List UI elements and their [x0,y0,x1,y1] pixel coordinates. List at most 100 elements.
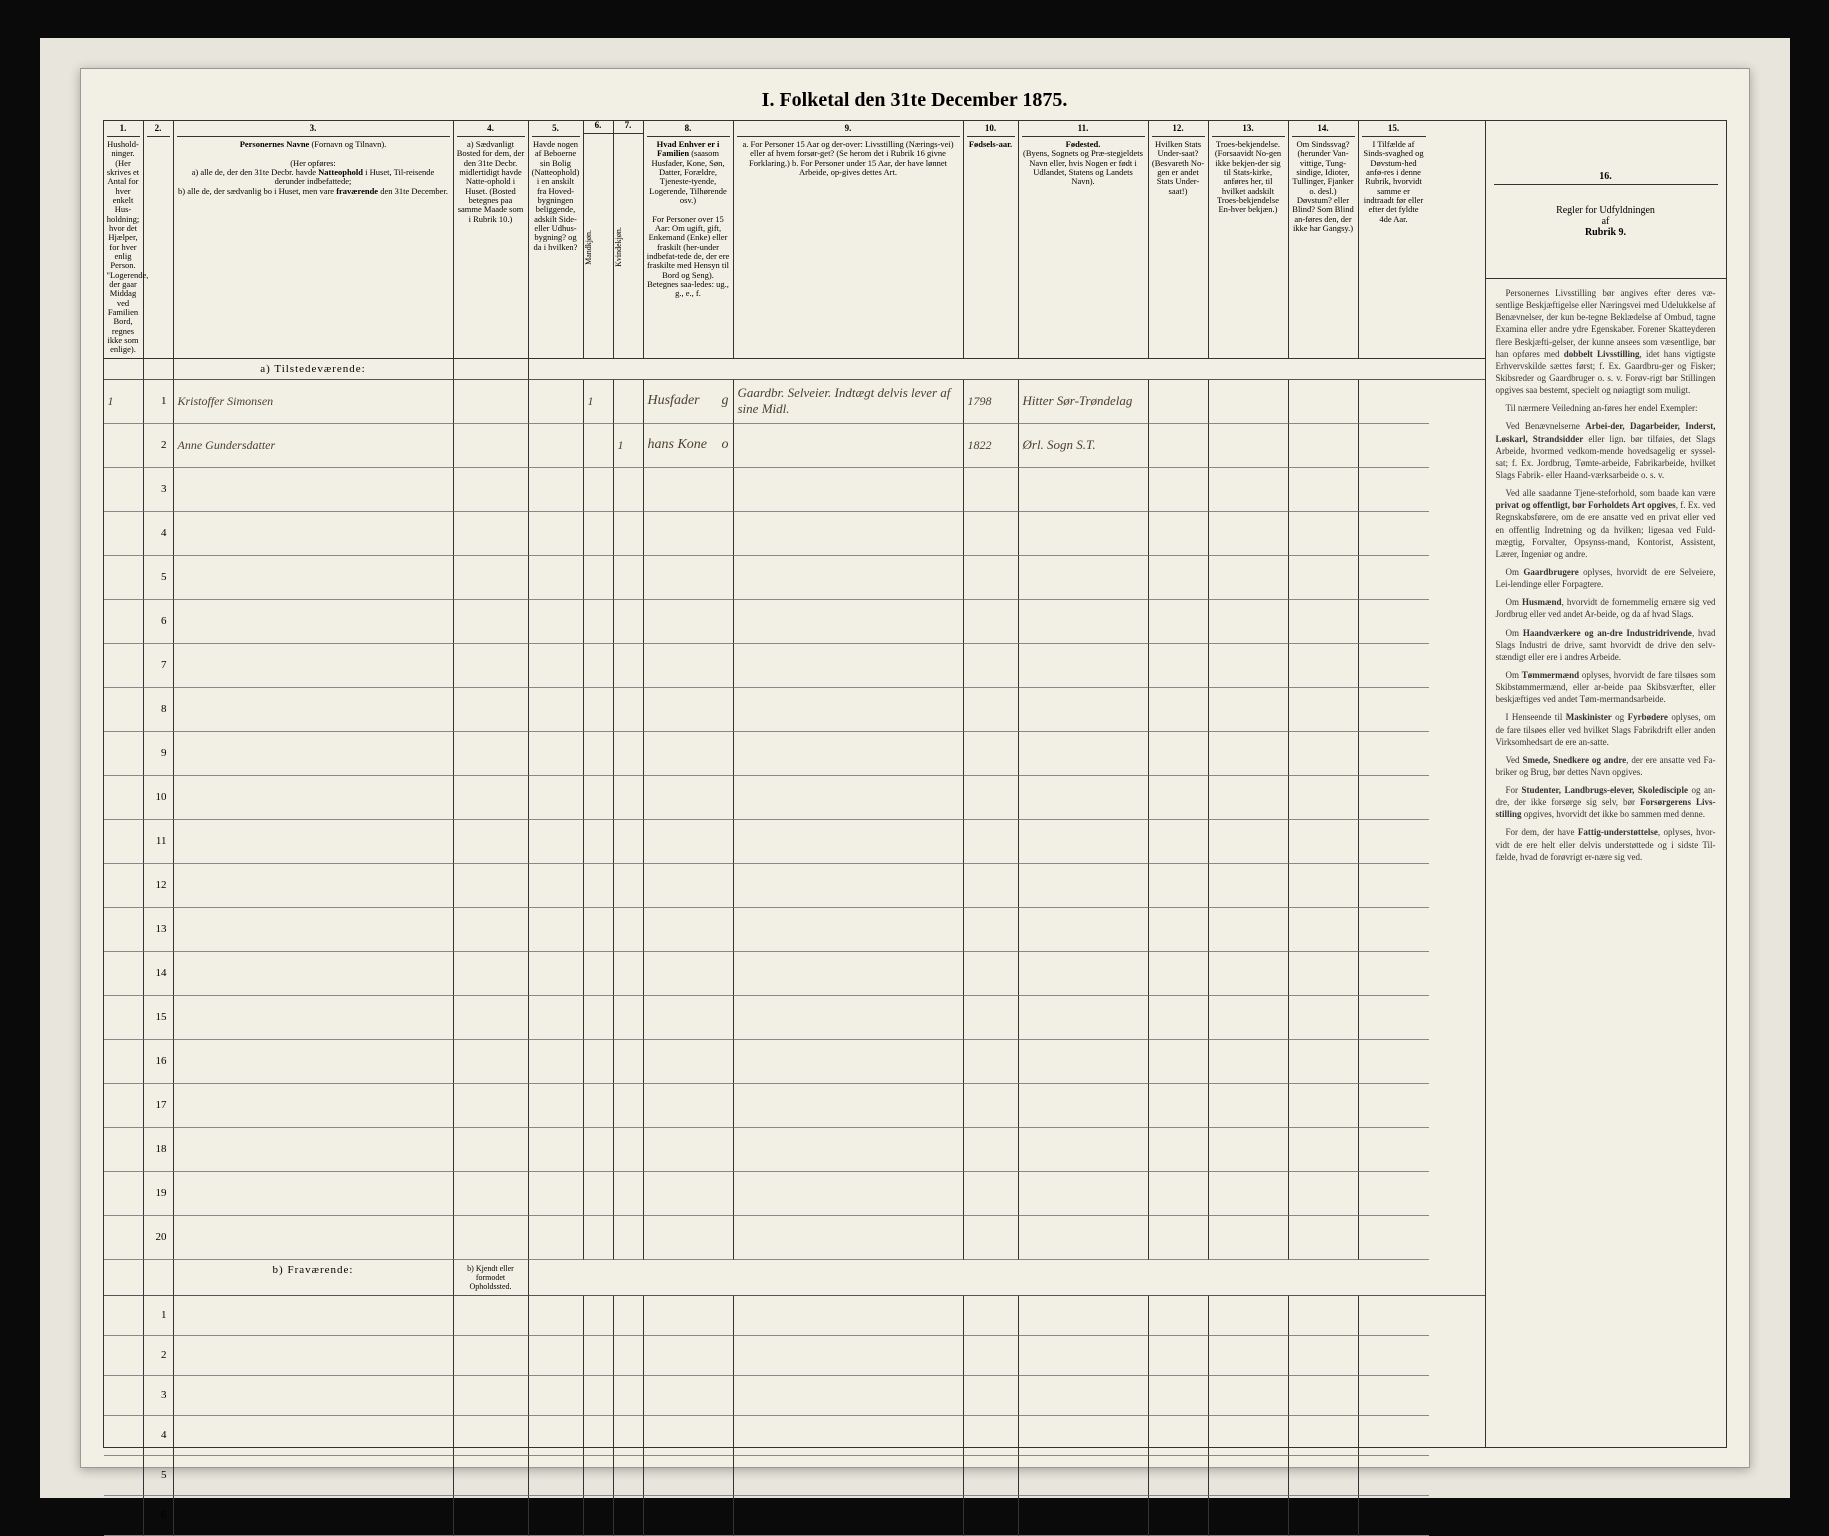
cell-household [104,1084,144,1128]
cell-5 [529,1084,584,1128]
cell-male [584,1128,614,1172]
col-14-header: 14. Om Sindssvag? (herunder Van-vittige,… [1289,121,1359,358]
cell-4 [454,996,529,1040]
cell-5 [529,600,584,644]
cell-male [584,820,614,864]
cell-occupation [734,908,964,952]
cell-male [584,556,614,600]
cell-14 [1289,1040,1359,1084]
cell-household [104,1040,144,1084]
cell-personnum: 18 [144,1128,174,1172]
cell-female [614,1128,644,1172]
table-row: 6 [104,1496,1485,1536]
col-3-header: 3. Personernes Navne (Fornavn og Tilnavn… [174,121,454,358]
cell-5 [529,556,584,600]
cell-13 [1209,996,1289,1040]
cell-personnum: 7 [144,644,174,688]
instructions-text: Personernes Livsstilling bør angives eft… [1486,279,1726,1447]
table-row: 11 [104,820,1485,864]
cell-name [174,1040,454,1084]
cell-12 [1149,600,1209,644]
cell-13 [1209,644,1289,688]
cell-male [584,996,614,1040]
cell-occupation [734,424,964,468]
cell-name: Anne Gundersdatter [174,424,454,468]
cell-12 [1149,512,1209,556]
cell-occupation [734,1084,964,1128]
cell-13 [1209,864,1289,908]
cell-birthyear [964,732,1019,776]
cell-5 [529,512,584,556]
cell-5 [529,1128,584,1172]
cell-birthplace [1019,1128,1149,1172]
cell-birthyear [964,688,1019,732]
cell-name [174,644,454,688]
cell-birthyear [964,776,1019,820]
cell-15 [1359,952,1429,996]
cell-birthplace [1019,908,1149,952]
cell-14 [1289,908,1359,952]
cell-personnum: 12 [144,864,174,908]
cell-15 [1359,996,1429,1040]
cell-4 [454,424,529,468]
table-row: 5 [104,556,1485,600]
cell-15 [1359,600,1429,644]
cell-14 [1289,468,1359,512]
cell-birthplace [1019,600,1149,644]
cell-occupation [734,732,964,776]
cell-15 [1359,424,1429,468]
cell-5 [529,820,584,864]
cell-birthyear: 1822 [964,424,1019,468]
cell-female [614,1084,644,1128]
cell-family [644,468,734,512]
cell-birthyear [964,820,1019,864]
cell-personnum: 1 [144,380,174,424]
col-12-header: 12. Hvilken Stats Under-saat? (Besvareth… [1149,121,1209,358]
cell-12 [1149,1172,1209,1216]
table-row: 12 [104,864,1485,908]
cell-personnum: 2 [144,424,174,468]
instruction-paragraph: Ved Benævnelserne Arbei-der, Dagarbeider… [1496,420,1716,481]
instructions-column: 16. Regler for UdfyldningenafRubrik 9. P… [1485,120,1727,1448]
cell-4 [454,952,529,996]
cell-13 [1209,556,1289,600]
instruction-paragraph: Personernes Livsstilling bør angives eft… [1496,287,1716,396]
cell-13 [1209,468,1289,512]
cell-male [584,688,614,732]
section-present: a) Tilstedeværende: [104,359,1485,380]
cell-14 [1289,820,1359,864]
cell-14 [1289,688,1359,732]
cell-household [104,468,144,512]
cell-personnum: 6 [144,600,174,644]
cell-birthplace [1019,820,1149,864]
cell-name [174,908,454,952]
cell-personnum: 14 [144,952,174,996]
cell-15 [1359,1040,1429,1084]
cell-4 [454,732,529,776]
cell-5 [529,644,584,688]
cell-name [174,1216,454,1260]
cell-4 [454,380,529,424]
cell-13 [1209,1040,1289,1084]
cell-male [584,468,614,512]
cell-household [104,996,144,1040]
table-row: 16 [104,1040,1485,1084]
cell-female: 1 [614,424,644,468]
cell-12 [1149,380,1209,424]
cell-male [584,1216,614,1260]
cell-household [104,732,144,776]
cell-4 [454,1128,529,1172]
cell-14 [1289,424,1359,468]
cell-12 [1149,952,1209,996]
cell-personnum: 8 [144,688,174,732]
cell-male [584,1172,614,1216]
cell-household [104,952,144,996]
cell-household [104,600,144,644]
cell-male [584,512,614,556]
col-8-header: 8. Hvad Enhver er i Familien (saasom Hus… [644,121,734,358]
cell-5 [529,468,584,512]
cell-birthyear [964,644,1019,688]
cell-household [104,820,144,864]
cell-occupation [734,996,964,1040]
cell-4 [454,1040,529,1084]
